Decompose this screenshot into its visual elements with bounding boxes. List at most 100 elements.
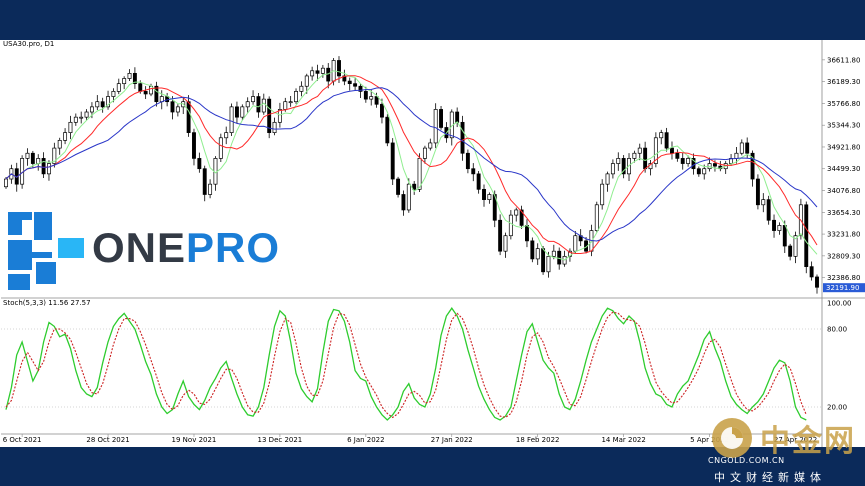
candle-body [573, 235, 578, 252]
candle-body [272, 121, 277, 133]
candle-body [535, 248, 540, 260]
candle-body [277, 109, 282, 123]
candle-body [691, 158, 696, 170]
candle-body [315, 70, 320, 74]
candle-body [455, 111, 460, 123]
candle-body [782, 225, 787, 247]
candle-body [503, 235, 508, 252]
candle-body [326, 67, 331, 82]
candle-body [337, 60, 341, 77]
candle-body [530, 240, 535, 260]
candle-body [197, 158, 202, 170]
candle-body [84, 111, 89, 118]
candle-body [433, 109, 438, 144]
candle-body [304, 75, 309, 87]
candle-body [793, 235, 798, 257]
ma-medium-line [5, 75, 818, 254]
price-tick-label: 34499.30 [827, 165, 860, 173]
chart-title: USA30.pro, D1 [3, 40, 54, 48]
candle-body [299, 85, 304, 92]
candle-body [482, 188, 486, 200]
candle-body [637, 147, 642, 154]
candle-body [809, 266, 814, 278]
candle-body [310, 70, 315, 77]
candle-body [288, 101, 293, 104]
candle-body [320, 67, 325, 74]
cngold-tagline: 中文财经新媒体 [714, 471, 826, 484]
candle-body [175, 106, 180, 113]
candle-body [632, 152, 637, 159]
candle-body [283, 101, 288, 110]
candle-body [417, 158, 422, 190]
candle-body [788, 245, 793, 257]
time-tick-label: 19 Nov 2021 [172, 436, 217, 444]
stoch-d-line [5, 311, 807, 419]
candle-body [251, 96, 256, 103]
price-tick-label: 32809.30 [827, 252, 860, 260]
candle-body [551, 250, 556, 257]
candle-body [25, 152, 30, 159]
time-tick-label: 27 Jan 2022 [431, 436, 473, 444]
cngold-logo-icon [712, 418, 752, 458]
ma-fast-line [5, 70, 818, 261]
candle-body [52, 147, 57, 164]
top-banner [0, 0, 865, 40]
candle-body [675, 152, 680, 159]
candle-body [546, 255, 551, 273]
price-tick-label: 35344.30 [827, 122, 860, 130]
onepro-mark-icon [8, 212, 84, 290]
candle-body [702, 168, 707, 175]
price-tick-label: 33654.30 [827, 209, 860, 217]
price-tick-label: 35766.80 [827, 100, 860, 108]
candle-body [492, 194, 497, 221]
candle-body [686, 158, 691, 164]
candle-body [380, 103, 384, 118]
candle-body [557, 250, 562, 265]
candle-body [100, 101, 105, 108]
oscillator-title: Stoch(5,3,3) 11.56 27.57 [3, 299, 91, 307]
stoch-tick-label: 20.00 [827, 404, 847, 412]
candle-body [245, 101, 250, 108]
candle-body [460, 121, 465, 154]
candle-body [73, 116, 78, 123]
candle-body [412, 183, 417, 190]
candle-body [229, 106, 234, 133]
candle-body [750, 152, 755, 180]
candle-body [369, 96, 374, 100]
candle-body [132, 73, 137, 85]
candle-body [347, 80, 352, 85]
price-tick-label: 34076.80 [827, 187, 860, 195]
candle-body [4, 178, 8, 188]
candle-body [680, 158, 685, 164]
ma-slow-line [5, 87, 818, 242]
candle-body [428, 142, 433, 149]
candle-body [439, 109, 443, 128]
candle-body [57, 140, 62, 149]
price-tick-label: 33231.80 [827, 231, 860, 239]
candle-body [186, 101, 191, 133]
candle-body [804, 204, 809, 267]
candle-body [487, 194, 492, 200]
candle-body [605, 173, 610, 185]
candle-body [761, 199, 766, 206]
candle-body [122, 78, 127, 85]
candle-body [616, 158, 621, 164]
time-tick-label: 18 Feb 2022 [516, 436, 560, 444]
candle-body [106, 96, 110, 108]
onepro-wordmark-pro: PRO [186, 224, 281, 271]
time-tick-label: 5 Apr 2022 [690, 436, 729, 444]
candle-body [111, 91, 116, 97]
candle-body [664, 132, 669, 149]
candle-body [396, 178, 401, 195]
candle-body [772, 219, 776, 231]
candle-body [670, 147, 674, 154]
candle-body [95, 101, 100, 108]
candle-body [390, 142, 395, 180]
candle-body [47, 163, 51, 175]
candle-body [406, 183, 411, 211]
candle-body [218, 137, 223, 159]
candle-body [471, 168, 476, 175]
onepro-logo [0, 200, 270, 295]
time-tick-label: 13 Dec 2021 [258, 436, 303, 444]
candle-body [192, 132, 196, 159]
